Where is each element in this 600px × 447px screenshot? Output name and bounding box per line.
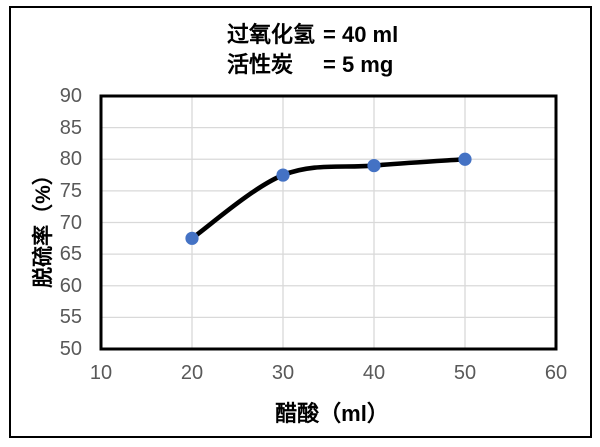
- title-line2-value: = 5 mg: [323, 52, 394, 77]
- chart-title: 过氧化氢 = 40 ml 活性炭 = 5 mg: [227, 20, 398, 80]
- x-tick-label: 50: [453, 362, 477, 384]
- y-tick-label: 70: [59, 211, 82, 234]
- y-tick-label: 80: [59, 148, 82, 171]
- title-line1-value: = 40 ml: [323, 22, 399, 47]
- y-tick-label: 90: [59, 85, 82, 107]
- data-point: [367, 158, 381, 173]
- data-point: [458, 152, 472, 166]
- x-tick-label: 10: [89, 362, 113, 384]
- y-tick-label: 65: [59, 243, 82, 266]
- y-tick-label: 85: [59, 116, 82, 139]
- data-point: [276, 168, 290, 182]
- title-line1-label: 过氧化氢: [227, 22, 316, 47]
- y-tick-label: 75: [59, 179, 82, 202]
- plot-border: [99, 94, 558, 351]
- y-tick-label: 60: [59, 274, 82, 297]
- x-tick-label: 30: [271, 362, 295, 384]
- x-tick-label: 60: [544, 362, 568, 384]
- y-axis-title: 脱硫率（%）: [32, 164, 55, 288]
- x-tick-label: 20: [180, 362, 204, 384]
- y-tick-label: 55: [59, 306, 82, 329]
- x-axis-title: 醋酸（ml）: [275, 401, 389, 426]
- x-tick-label: 40: [362, 362, 386, 384]
- y-tick-label: 50: [59, 338, 82, 360]
- data-point: [185, 231, 199, 245]
- title-line2-label: 活性炭: [227, 52, 294, 77]
- data-line: [189, 156, 468, 241]
